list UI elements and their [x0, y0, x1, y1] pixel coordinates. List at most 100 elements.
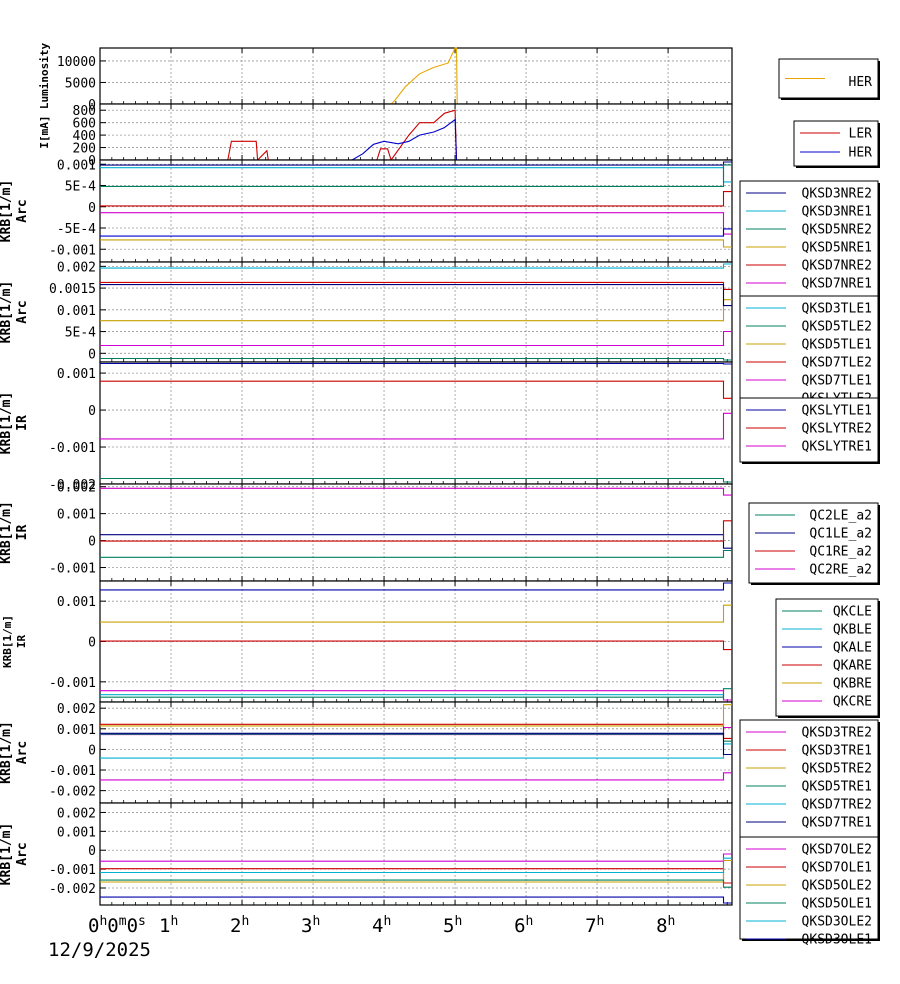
plot-frame [99, 802, 733, 906]
y-tick-label: 5E-4 [65, 180, 96, 195]
panel-5: 0.001 0 -0.001 -0.002 KRB[1/m] IR [0, 361, 733, 493]
panel-9: 0.002 0.001 0 -0.001 -0.002 KRB[1/m] Arc [0, 802, 733, 906]
x-tick-label: 0h0m0s [88, 914, 146, 937]
plot-frame [99, 103, 733, 161]
x-tick-label: 5h [443, 914, 462, 937]
y-tick-label: 0 [88, 743, 96, 758]
y-tick-label: -0.001 [49, 764, 96, 779]
legend-2: LER HER [793, 120, 880, 168]
x-tick-label: 2h [230, 914, 249, 937]
y-tick-label: 10000 [57, 55, 96, 70]
y-tick-label: 0 [88, 347, 96, 362]
series-line-unnamed [100, 772, 732, 781]
series-line-qksd7nre2 [100, 191, 732, 207]
y-tick-label: 5E-4 [65, 326, 96, 341]
y-tick-label: -0.001 [49, 562, 96, 577]
y-tick-label: 0 [88, 98, 96, 113]
legend-box [748, 502, 879, 584]
legend-entry: QKSD7OLE2 [802, 843, 872, 858]
plot-frame [99, 361, 733, 485]
legend-entry: QKSD5NRE1 [802, 241, 872, 256]
legend-6: QC2LE_a2 QC1LE_a2 QC1RE_a2 QC2RE_a2 [748, 502, 880, 585]
legend-entry: QC1RE_a2 [809, 545, 872, 560]
series-line-qksd5nre2 [100, 164, 732, 187]
series-line-qksd7ole2 [100, 853, 732, 862]
panel-1: 0 5000 10000 Luminosity [38, 43, 733, 113]
plot-frame [99, 701, 733, 804]
y-tick-label: 0 [88, 154, 96, 169]
y-axis-label: KRB[1/m] [0, 180, 14, 243]
y-axis-label: KRB[1/m] [0, 823, 14, 886]
series-line-qksd7nre1 [100, 212, 732, 235]
y-axis-label: Luminosity [38, 43, 51, 110]
legend-entry: QKALE [833, 641, 872, 656]
legend-entry: QKSD5OLE2 [802, 879, 872, 894]
legend-entry: QKSD7TRE1 [802, 816, 872, 831]
series-line-qksd3nre2 [100, 161, 732, 166]
panel-6: 0.002 0.001 0 -0.001 KRB[1/m] IR [0, 481, 733, 582]
y-axis-label: KRB[1/m] [1, 615, 14, 668]
series-line-ler [100, 109, 732, 162]
plot-frame [99, 483, 733, 582]
y-tick-label: 0.001 [57, 367, 96, 382]
y-tick-label: 0.001 [57, 158, 96, 173]
y-tick-label: 0.002 [57, 702, 96, 717]
legend-7: QKCLE QKBLE QKALE QKARE QKBRE QKCRE [775, 598, 880, 718]
legend-entry: QKSD3TRE2 [802, 726, 872, 741]
legend-entry: QKSLYTLE1 [802, 404, 872, 419]
series-line-unnamed [100, 477, 732, 483]
y-axis-label: KRB[1/m] [0, 501, 14, 564]
x-tick-label: 4h [372, 914, 391, 937]
legend-entry: QKSD5TRE2 [802, 762, 872, 777]
legend-4: QKSD3TLE1 QKSD5TLE2 QKSD5TLE1 QKSD7TLE2 QKSD… [739, 295, 880, 407]
x-axis-date: 12/9/2025 [48, 939, 151, 961]
y-tick-label: 600 [73, 117, 96, 132]
y-tick-label: -0.002 [49, 882, 96, 897]
legend-entry: QKSD3TLE1 [802, 302, 872, 317]
y-tick-label: 800 [73, 104, 96, 119]
series-line-qksd3tre1 [100, 723, 732, 739]
x-tick-label: 8h [656, 914, 675, 937]
legend-entry: QKCLE [833, 605, 872, 620]
y-tick-label: 0 [88, 535, 96, 550]
legend-box [739, 719, 879, 838]
series-line-qksd3ole2 [100, 857, 732, 874]
legend-entry: QKSD5TLE1 [802, 338, 872, 353]
y-axis-label: Arc [15, 741, 30, 764]
legend-entry: QKSD7NRE2 [802, 259, 872, 274]
legend-entry: QKSD3OLE1 [802, 933, 872, 948]
y-tick-label: 0 [88, 636, 96, 651]
y-axis-label: Arc [15, 199, 30, 222]
legend-entry: QKSD3NRE1 [802, 205, 872, 220]
x-tick-label: 3h [301, 914, 320, 937]
series-line-qksd3ole1 [100, 896, 732, 904]
y-axis-label: IR [15, 415, 30, 431]
legend-8: QKSD3TRE2 QKSD3TRE1 QKSD5TRE2 QKSD5TRE1 QKSD… [739, 719, 880, 839]
legend-1: HER [778, 58, 880, 100]
y-tick-label: -0.001 [49, 243, 96, 258]
y-tick-label: 0.0015 [49, 282, 96, 297]
legend-entry: QKBLE [833, 623, 872, 638]
series-line-qkare [100, 640, 732, 651]
y-axis-label: Arc [15, 842, 30, 865]
legend-entry: QKCRE [833, 695, 872, 710]
y-tick-label: -0.002 [49, 478, 96, 493]
y-axis-label: IR [15, 525, 30, 541]
series-line-qksd5tre2 [100, 704, 732, 727]
series-line-qkale [100, 582, 732, 591]
y-tick-label: -0.002 [49, 785, 96, 800]
legend-entry: QKSD5TLE2 [802, 320, 872, 335]
series-line-qkslytle1 [100, 362, 732, 365]
panel-8: 0.002 0.001 0 -0.001 -0.002 KRB[1/m] Arc [0, 701, 733, 804]
y-axis-label: IR [15, 635, 28, 649]
legend-entry: HER [849, 75, 873, 90]
y-tick-label: 0.001 [57, 508, 96, 523]
y-axis-label: KRB[1/m] [0, 392, 14, 455]
legend-entry: HER [849, 146, 873, 161]
legend-5: QKSLYTLE1 QKSLYTRE2 QKSLYTRE1 [739, 397, 880, 464]
plot-frame [99, 159, 733, 263]
series-line-her [100, 47, 732, 105]
y-tick-label: 400 [73, 129, 96, 144]
